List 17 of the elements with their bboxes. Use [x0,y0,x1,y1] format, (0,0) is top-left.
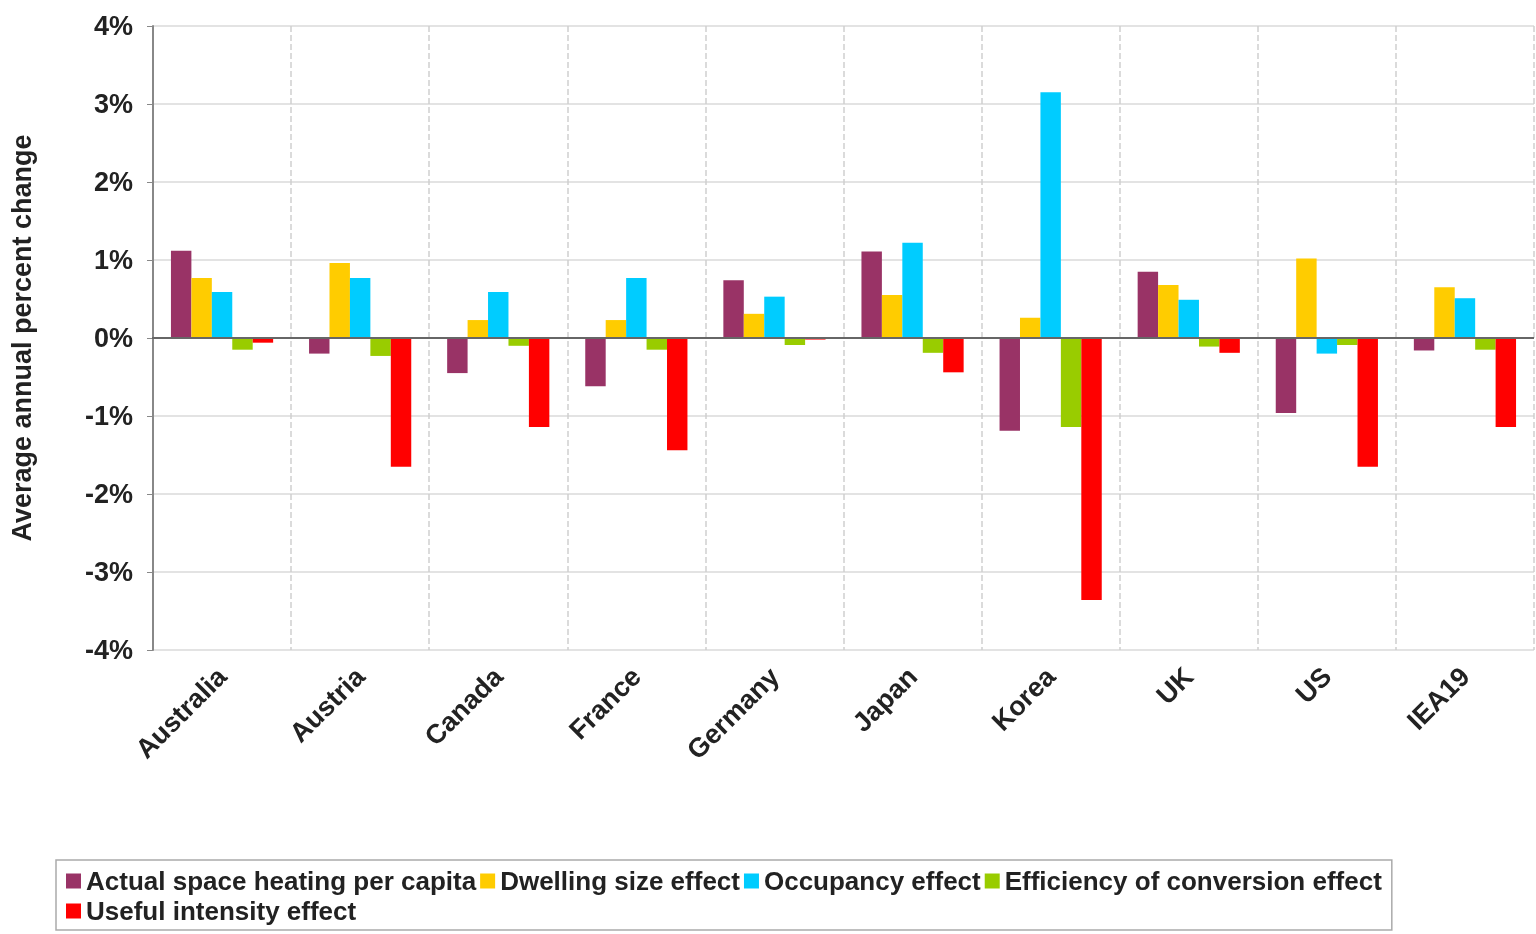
y-tick-label: -1% [84,401,133,431]
legend-label: Occupancy effect [763,866,982,896]
y-tick-label: 0% [93,323,133,353]
y-tick-label: 1% [93,245,133,275]
y-tick-label: -4% [84,635,133,665]
x-tick-label: UK [1150,661,1200,711]
y-axis-title: Average annual percent change [6,134,37,542]
legend-label: Actual space heating per capita [86,866,477,896]
x-tick-label: US [1289,661,1338,710]
legend-label: Dwelling size effect [500,866,741,896]
legend-label: Useful intensity effect [86,896,357,926]
y-tick-label: -2% [84,479,133,509]
y-tick-label: -3% [84,557,133,587]
y-tick-label: 3% [93,89,133,119]
y-tick-label: 2% [93,167,133,197]
y-tick-label: 4% [93,11,133,41]
legend-label: Efficiency of conversion effect [1004,866,1383,896]
